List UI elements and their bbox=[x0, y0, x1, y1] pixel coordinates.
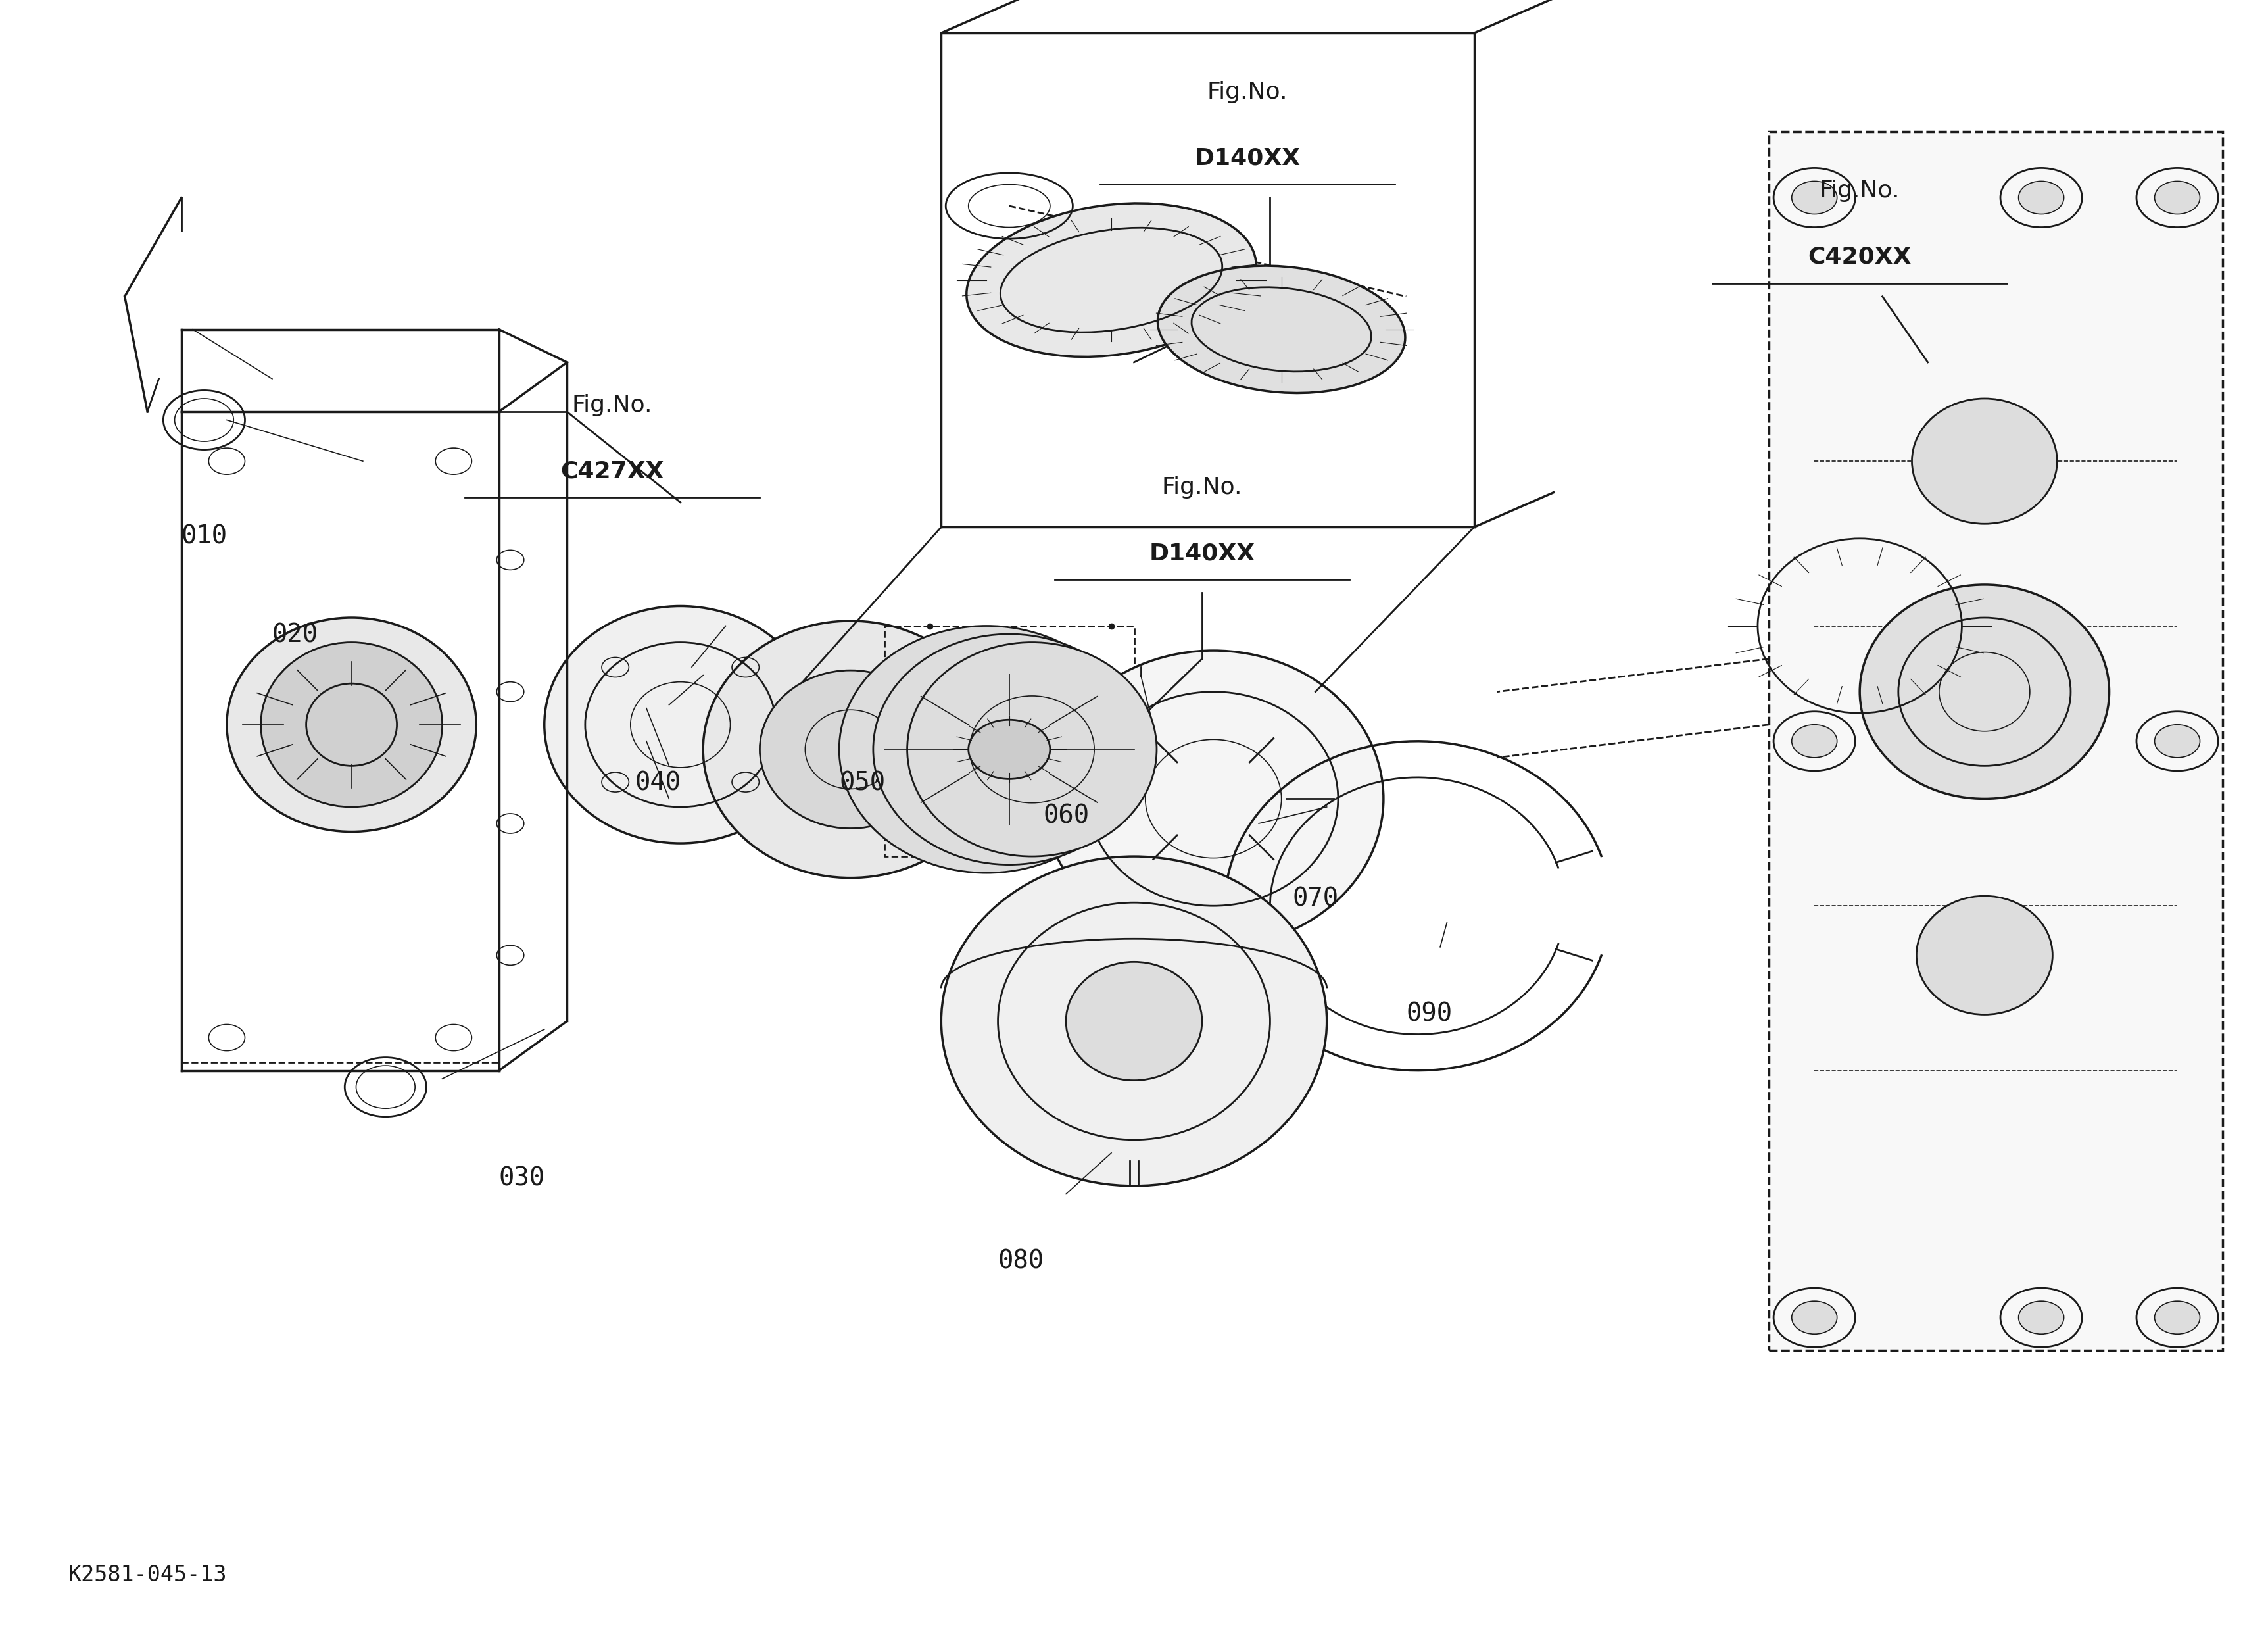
Text: 090: 090 bbox=[1406, 1001, 1452, 1026]
Ellipse shape bbox=[261, 642, 442, 807]
Ellipse shape bbox=[966, 203, 1256, 357]
Text: Fig.No.: Fig.No. bbox=[1207, 81, 1288, 104]
Ellipse shape bbox=[839, 626, 1134, 873]
Circle shape bbox=[2155, 725, 2200, 758]
Text: Fig.No.: Fig.No. bbox=[1819, 180, 1901, 203]
Text: C427XX: C427XX bbox=[560, 460, 665, 483]
Circle shape bbox=[2019, 181, 2064, 214]
Ellipse shape bbox=[1043, 651, 1383, 947]
Ellipse shape bbox=[1066, 962, 1202, 1080]
Ellipse shape bbox=[544, 606, 816, 843]
Ellipse shape bbox=[1157, 265, 1406, 394]
Circle shape bbox=[1792, 1301, 1837, 1334]
Text: 080: 080 bbox=[998, 1248, 1043, 1273]
Circle shape bbox=[2019, 1301, 2064, 1334]
Text: 060: 060 bbox=[1043, 804, 1089, 828]
Text: D140XX: D140XX bbox=[1195, 147, 1300, 170]
Circle shape bbox=[968, 720, 1050, 779]
Text: 030: 030 bbox=[499, 1166, 544, 1191]
Ellipse shape bbox=[873, 634, 1145, 865]
Ellipse shape bbox=[907, 642, 1157, 856]
Text: 050: 050 bbox=[839, 771, 885, 796]
Ellipse shape bbox=[1860, 585, 2109, 799]
Text: C420XX: C420XX bbox=[1808, 245, 1912, 268]
Text: Fig.No.: Fig.No. bbox=[1161, 476, 1243, 499]
Text: 070: 070 bbox=[1293, 886, 1338, 911]
Text: Fig.No.: Fig.No. bbox=[572, 394, 653, 417]
Circle shape bbox=[1792, 181, 1837, 214]
Ellipse shape bbox=[703, 621, 998, 878]
Ellipse shape bbox=[941, 856, 1327, 1186]
Text: 010: 010 bbox=[181, 524, 227, 548]
Text: 020: 020 bbox=[272, 623, 318, 647]
Ellipse shape bbox=[227, 618, 476, 832]
Text: K2581-045-13: K2581-045-13 bbox=[68, 1565, 227, 1586]
Circle shape bbox=[2155, 181, 2200, 214]
Text: 040: 040 bbox=[635, 771, 680, 796]
Ellipse shape bbox=[1912, 399, 2057, 524]
Bar bbox=[1769, 132, 2223, 1351]
Ellipse shape bbox=[1916, 896, 2053, 1015]
Text: D140XX: D140XX bbox=[1150, 542, 1254, 565]
Ellipse shape bbox=[760, 670, 941, 828]
Circle shape bbox=[2155, 1301, 2200, 1334]
Circle shape bbox=[1792, 725, 1837, 758]
